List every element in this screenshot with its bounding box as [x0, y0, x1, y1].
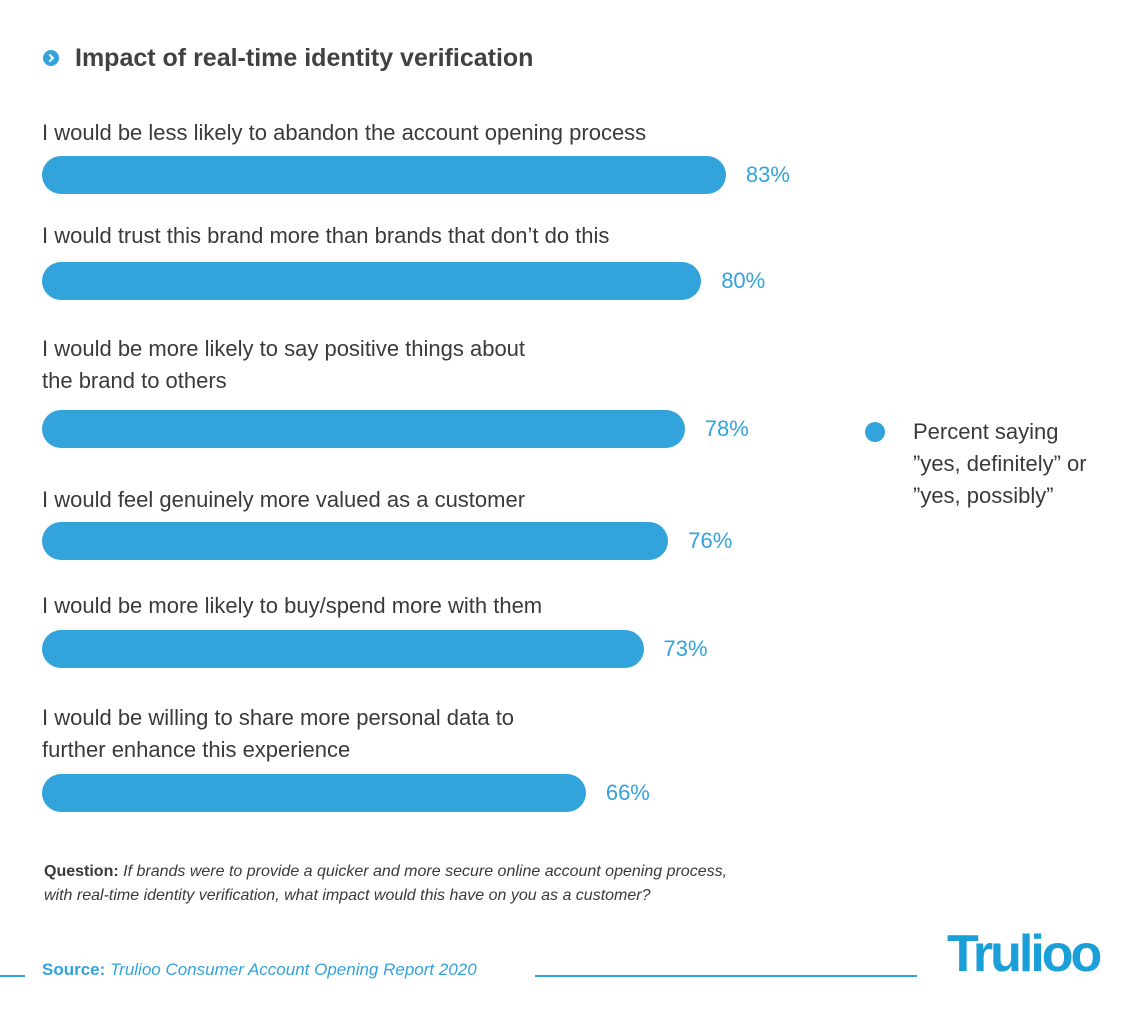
category-label: I would trust this brand more than brand… [42, 223, 610, 248]
bar [42, 156, 726, 194]
legend-marker [865, 422, 885, 442]
bar [42, 522, 669, 560]
logo: Trulioo [947, 925, 1102, 983]
bar [42, 410, 685, 448]
question-text: If brands were to provide a quicker and … [44, 863, 728, 904]
value-label: 76% [688, 528, 733, 553]
question-label: Question: [44, 863, 119, 880]
rule [0, 975, 25, 977]
value-label: 78% [704, 416, 749, 441]
question: Question: If brands were to provide a qu… [44, 860, 727, 908]
value-label: 80% [721, 268, 766, 293]
value-label: 83% [745, 162, 790, 187]
title-icon [43, 50, 59, 66]
source: Source: Trulioo Consumer Account Opening… [42, 960, 477, 980]
bar [42, 262, 702, 300]
category-label: I would feel genuinely more valued as a … [42, 487, 526, 512]
category-label: I would be less likely to abandon the ac… [42, 120, 647, 145]
source-label: Source: [42, 960, 106, 979]
category-label: I would be willing to share more persona… [42, 705, 515, 762]
value-label: 66% [605, 780, 650, 805]
value-label: 73% [663, 636, 708, 661]
chart-title: Impact of real-time identity verificatio… [75, 44, 534, 72]
rule [535, 975, 917, 977]
category-label: I would be more likely to say positive t… [42, 336, 526, 393]
legend-label: Percent saying ”yes, definitely” or ”yes… [913, 419, 1087, 508]
bar [42, 774, 586, 812]
source-text: Trulioo Consumer Account Opening Report … [110, 960, 477, 979]
category-label: I would be more likely to buy/spend more… [42, 593, 543, 618]
bar [42, 630, 644, 668]
